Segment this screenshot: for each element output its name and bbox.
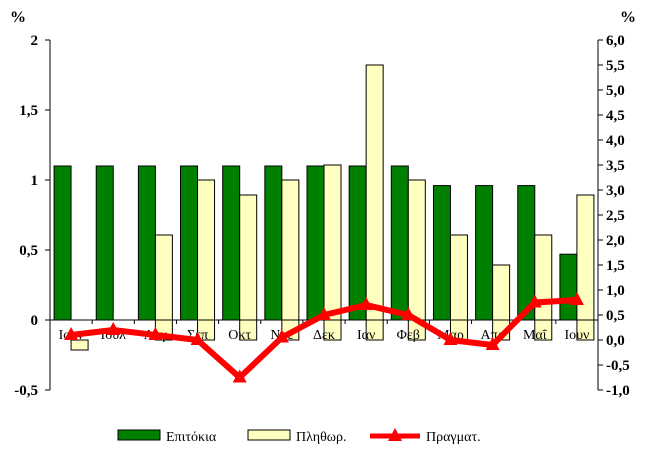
- bar-Επιτόκια-10: [475, 185, 494, 321]
- bar-Πληθωρ.-8: [407, 179, 426, 341]
- left-tick-label: 1: [31, 173, 39, 189]
- left-tick-label: 0: [31, 313, 39, 329]
- line-marker-10: [485, 337, 500, 350]
- right-tick-label: 5,5: [606, 58, 625, 74]
- right-unit-label: %: [620, 9, 636, 26]
- legend-label: Πληθωρ.: [296, 430, 347, 445]
- line-marker-7: [359, 297, 374, 310]
- line-marker-5: [274, 329, 289, 343]
- left-tick-label: 0,5: [19, 243, 38, 259]
- legend-marker: [388, 428, 402, 441]
- line-marker-2: [148, 327, 163, 340]
- line-marker-0: [64, 327, 79, 340]
- bar-Επιτόκια-7: [348, 165, 367, 321]
- bar-Επιτόκια-1: [95, 165, 114, 321]
- left-unit-label: %: [10, 9, 26, 26]
- left-tick-label: 1,5: [19, 103, 38, 119]
- bar-Πληθωρ.-12: [576, 194, 595, 341]
- right-tick-label: 0,5: [606, 308, 625, 324]
- right-tick-label: -1,0: [606, 383, 630, 399]
- legend-label: Πραγματ.: [426, 430, 481, 445]
- x-tick-label: Μαΐ: [523, 328, 547, 343]
- bar-Επιτόκια-8: [390, 165, 409, 321]
- line-layer: [64, 292, 584, 383]
- legend: Επιτόκια Πληθωρ. Πραγματ.: [117, 428, 481, 445]
- bar-Πληθωρ.-9: [449, 234, 468, 341]
- bar-Επιτόκια-9: [432, 185, 451, 321]
- bar-Επιτόκια-2: [137, 165, 156, 321]
- right-tick-label: 2,5: [606, 208, 625, 224]
- right-tick-label: 4,0: [606, 133, 625, 149]
- bar-Πληθωρ.-3: [197, 179, 216, 341]
- line-marker-11: [527, 294, 542, 308]
- x-tick-label: Ιαν: [357, 328, 375, 343]
- bar-Πληθωρ.-7: [365, 64, 384, 341]
- right-tick-label: 2,0: [606, 233, 625, 249]
- line-marker-8: [401, 307, 416, 320]
- line-marker-6: [317, 307, 331, 320]
- bar-Πληθωρ.-6: [323, 164, 342, 341]
- bar-Επιτόκια-5: [264, 165, 283, 321]
- bar-Επιτόκια-12: [559, 253, 578, 321]
- line-marker-9: [443, 332, 458, 345]
- bar-Πληθωρ.-4: [239, 194, 258, 341]
- legend-swatch-Επιτόκια: [117, 429, 161, 441]
- line-marker-4: [232, 369, 247, 383]
- line-marker-12: [569, 292, 584, 305]
- right-tick-label: 4,5: [606, 108, 625, 124]
- bar-Πληθωρ.-5: [281, 179, 300, 341]
- bar-Πληθωρ.-11: [534, 234, 553, 341]
- left-tick-label: -0,5: [14, 383, 38, 399]
- bar-Επιτόκια-6: [306, 165, 325, 321]
- x-tick-label: Οκτ: [228, 328, 251, 343]
- line-marker-3: [190, 332, 205, 345]
- right-tick-label: 1,5: [606, 258, 625, 274]
- bars-layer: [53, 64, 595, 351]
- right-tick-label: 0,0: [606, 333, 625, 349]
- legend-label: Επιτόκια: [166, 430, 217, 445]
- right-tick-label: 1,0: [606, 283, 625, 299]
- right-tick-label: -0,5: [606, 358, 630, 374]
- bar-Επιτόκια-0: [53, 165, 72, 321]
- bar-Πληθωρ.-2: [154, 234, 173, 341]
- left-tick-label: 2: [31, 33, 39, 49]
- bar-Πληθωρ.-0: [70, 339, 89, 351]
- x-tick-label: Ιουν: [564, 328, 589, 343]
- line-marker-1: [106, 322, 121, 335]
- right-tick-label: 3,0: [606, 183, 625, 199]
- bar-Επιτόκια-3: [180, 165, 199, 321]
- x-tick-label: Δεκ: [313, 328, 335, 343]
- x-tick-label: Φεβ: [397, 328, 420, 343]
- legend-swatch-Πληθωρ.: [247, 429, 291, 441]
- right-tick-label: 6,0: [606, 33, 625, 49]
- right-tick-label: 3,5: [606, 158, 625, 174]
- right-tick-label: 5,0: [606, 83, 625, 99]
- bar-Επιτόκια-4: [222, 165, 241, 321]
